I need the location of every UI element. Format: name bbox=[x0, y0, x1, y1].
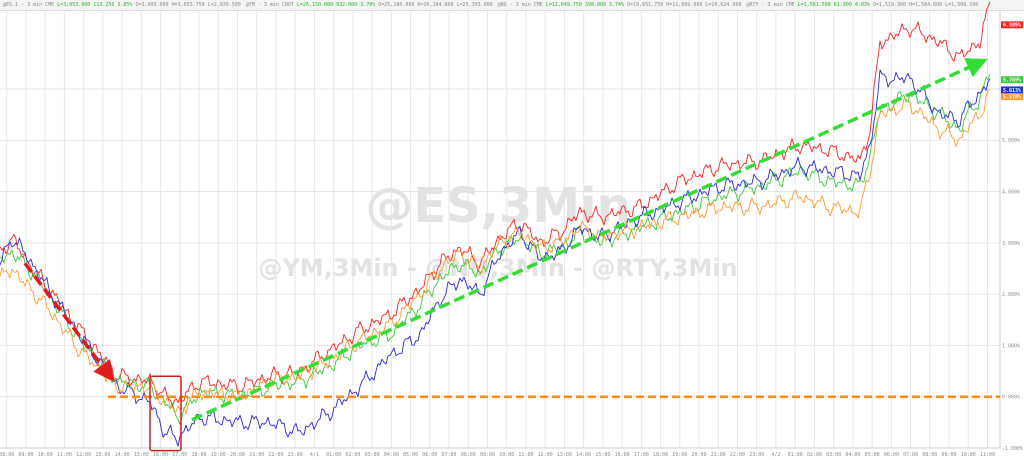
quote-text: @RTY - 3 min CME bbox=[746, 2, 795, 8]
x-tick-label: 08:00 bbox=[461, 452, 476, 458]
x-tick-label: 16:00 bbox=[615, 452, 630, 458]
x-tick-label: 04:00 bbox=[384, 452, 399, 458]
x-tick-label: 22:00 bbox=[268, 452, 283, 458]
x-tick-label: 10:00 bbox=[961, 452, 976, 458]
quote-group: @RTY - 3 min CME L=1,581.500 61.300 4.03%… bbox=[746, 2, 978, 8]
quote-text: L=26,150.000 932.000 3.70% bbox=[296, 2, 376, 8]
quote-text: @NQ - 3 min CME bbox=[497, 2, 543, 8]
x-axis-ticks: 08:00 09:00 10:00 11:00 12:00 13:00 14:00 15:00… bbox=[0, 452, 995, 458]
x-tick-label: 23:00 bbox=[288, 452, 303, 458]
x-tick-label: 03:00 bbox=[826, 452, 841, 458]
last-value-tag bbox=[1001, 93, 1023, 101]
quote-group: @NQ - 3 min CME L=11,049.750 398.000 3.74… bbox=[498, 2, 742, 8]
chart-annotations bbox=[23, 58, 1000, 452]
last-value-tag bbox=[1001, 21, 1023, 29]
x-tick-label: 22:00 bbox=[730, 452, 745, 458]
x-tick-label: 19:00 bbox=[672, 452, 687, 458]
y-tick-label: 2.000% bbox=[1002, 292, 1020, 298]
last-value-tag bbox=[1001, 76, 1023, 84]
y-tick-label: 5.000% bbox=[1002, 138, 1020, 144]
x-tick-label: 23:00 bbox=[749, 452, 764, 458]
x-tick-label: 07:00 bbox=[903, 452, 918, 458]
x-tick-label: 05:00 bbox=[403, 452, 418, 458]
x-tick-label: 06:00 bbox=[884, 452, 899, 458]
x-tick-label: 03:00 bbox=[365, 452, 380, 458]
quote-text: O=10,651.750 H=11,089.000 L=10,624.000 bbox=[627, 2, 742, 8]
last-value-tag-text: 6.989% bbox=[1003, 23, 1021, 29]
last-value-tag-text: 5.578% bbox=[1003, 94, 1021, 100]
x-tick-label: 14:00 bbox=[115, 452, 130, 458]
x-tick-label: 12:00 bbox=[538, 452, 553, 458]
last-value-tag-text: 5.613% bbox=[1003, 88, 1021, 94]
last-value-tag bbox=[1001, 86, 1023, 94]
quote-group: @ES.1 - 3 min CME L=3,053.000 113.250 3.8… bbox=[3, 2, 241, 8]
x-tick-label: 08:00 bbox=[922, 452, 937, 458]
quote-text: L=1,581.500 61.300 4.03% bbox=[797, 2, 870, 8]
x-tick-label: 18:00 bbox=[192, 452, 207, 458]
x-tick-label: 02:00 bbox=[807, 452, 822, 458]
quote-text: @ES.1 - 3 min CME bbox=[3, 2, 55, 8]
y-tick-label: -1.000% bbox=[1002, 446, 1023, 452]
x-tick-label: 4/2 bbox=[771, 452, 780, 458]
quote-header: @ES.1 - 3 min CME L=3,053.000 113.250 3.8… bbox=[0, 0, 1024, 11]
x-tick-label: 09:00 bbox=[480, 452, 495, 458]
x-tick-label: 17:00 bbox=[634, 452, 649, 458]
x-tick-label: 05:00 bbox=[865, 452, 880, 458]
x-tick-label: 12:00 bbox=[76, 452, 91, 458]
x-tick-label: 11:00 bbox=[980, 452, 995, 458]
x-tick-label: 20:00 bbox=[692, 452, 707, 458]
y-tick-label: 1.000% bbox=[1002, 343, 1020, 349]
x-tick-label: 11:00 bbox=[57, 452, 72, 458]
x-tick-label: 01:00 bbox=[326, 452, 341, 458]
quote-text: O=1,519.900 H=1,584.600 L=1,508.100 bbox=[872, 2, 979, 8]
y-axis-ticks: 6.000%5.000%4.000%3.000%2.000%1.000%0.00… bbox=[1002, 87, 1023, 452]
series-line-es bbox=[0, 1, 991, 408]
trend-arrow bbox=[191, 58, 988, 422]
x-tick-label: 13:00 bbox=[95, 452, 110, 458]
quote-text: @YM - 3 min CBOT bbox=[245, 2, 294, 8]
x-tick-label: 20:00 bbox=[230, 452, 245, 458]
series-line-nq bbox=[0, 69, 991, 447]
series-line-rty bbox=[0, 88, 991, 415]
x-tick-label: 19:00 bbox=[211, 452, 226, 458]
x-tick-label: 16:00 bbox=[153, 452, 168, 458]
quote-text: O=3,003.000 H=3,055.750 L=2,930.500 bbox=[135, 2, 241, 8]
quote-text: L=3,053.000 113.250 3.85% bbox=[57, 2, 133, 8]
chart-grid bbox=[0, 12, 1001, 449]
watermark-sub: @YM,3Min - @NQ,3Min - @RTY,3Min bbox=[258, 254, 737, 282]
x-tick-label: 21:00 bbox=[711, 452, 726, 458]
x-tick-label: 17:00 bbox=[172, 452, 187, 458]
last-value-tags: 6.989% 5.769% 5.613%5.578% bbox=[1001, 21, 1023, 100]
x-tick-label: 11:00 bbox=[518, 452, 533, 458]
x-tick-label: 15:00 bbox=[134, 452, 149, 458]
quote-group: @YM - 3 min CBOT L=26,150.000 932.000 3.7… bbox=[246, 2, 493, 8]
y-tick-label: 0.000% bbox=[1002, 395, 1020, 401]
x-tick-label: 04:00 bbox=[845, 452, 860, 458]
quote-text: L=11,049.750 398.000 3.74% bbox=[545, 2, 625, 8]
x-tick-label: 4/1 bbox=[310, 452, 319, 458]
y-tick-label: 4.000% bbox=[1002, 190, 1020, 196]
x-tick-label: 10:00 bbox=[38, 452, 53, 458]
trend-arrow bbox=[23, 262, 115, 383]
x-tick-label: 09:00 bbox=[18, 452, 33, 458]
last-value-tag-text: 5.769% bbox=[1003, 78, 1021, 84]
x-tick-label: 14:00 bbox=[576, 452, 591, 458]
x-tick-label: 06:00 bbox=[422, 452, 437, 458]
x-tick-label: 13:00 bbox=[557, 452, 572, 458]
x-tick-label: 09:00 bbox=[942, 452, 957, 458]
y-tick-label: 3.000% bbox=[1002, 241, 1020, 247]
x-tick-label: 10:00 bbox=[499, 452, 514, 458]
x-tick-label: 02:00 bbox=[345, 452, 360, 458]
x-tick-label: 18:00 bbox=[653, 452, 668, 458]
highlight-box bbox=[149, 375, 182, 452]
x-tick-label: 08:00 bbox=[0, 452, 14, 458]
x-tick-label: 21:00 bbox=[249, 452, 264, 458]
quote-text: O=25,280.000 H=26,184.000 L=25,393.000 bbox=[378, 2, 493, 8]
x-tick-label: 07:00 bbox=[442, 452, 457, 458]
x-tick-label: 15:00 bbox=[595, 452, 610, 458]
watermark-main: @ES,3Min bbox=[365, 178, 630, 234]
x-tick-label: 01:00 bbox=[788, 452, 803, 458]
